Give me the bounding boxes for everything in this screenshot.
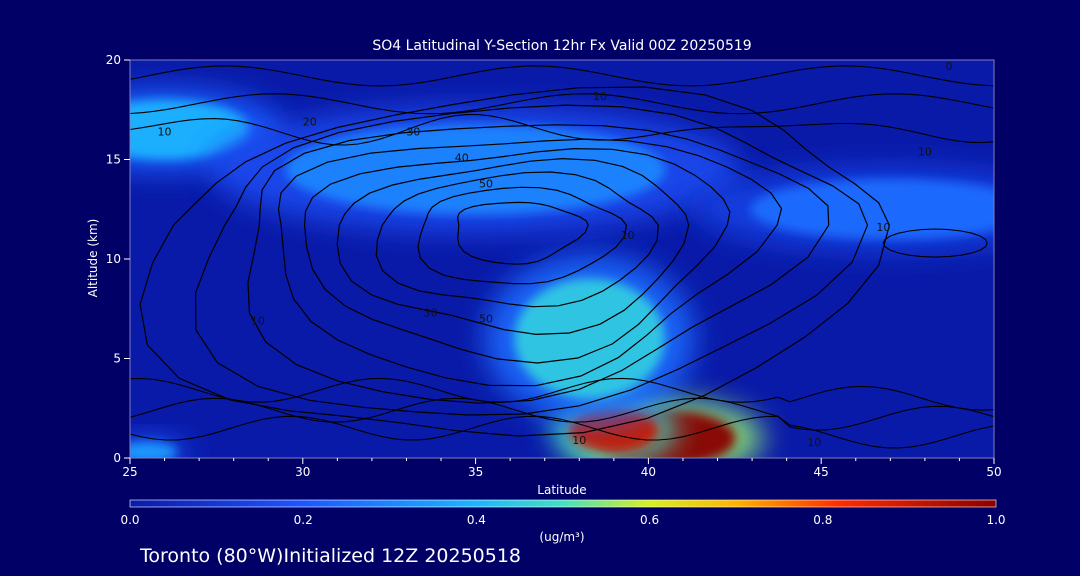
contour-line: [375, 171, 659, 308]
contour-label: 10: [572, 434, 586, 447]
contour-label: 10: [251, 315, 265, 328]
contour-line: [277, 138, 783, 387]
x-tick-label: 35: [468, 465, 483, 479]
contour-line: [130, 397, 994, 431]
x-axis: 25 30 35 40 45 50: [122, 458, 1002, 479]
x-tick-label: 25: [122, 465, 137, 479]
x-tick-label: 50: [986, 465, 1001, 479]
chart-title: SO4 Latitudinal Y-Section 12hr Fx Valid …: [372, 38, 751, 54]
colorbar-tick-label: 0.8: [813, 513, 832, 527]
contour-label: 30: [406, 126, 420, 139]
colorbar-tick-label: 0.6: [640, 513, 659, 527]
y-tick-label: 15: [106, 153, 121, 167]
contour-line: [456, 201, 589, 265]
colorbar: [129, 499, 997, 508]
contour-line: [882, 228, 988, 258]
contour-label: 10: [807, 436, 821, 449]
contour-label: 10: [593, 90, 607, 103]
colorbar-tick-label: 0.2: [294, 513, 313, 527]
contour-label: 0: [946, 60, 953, 73]
y-axis: 0 5 10 15 20: [106, 53, 130, 465]
field-core: [750, 179, 994, 240]
contour-line: [130, 377, 994, 411]
contour-line: [139, 86, 891, 437]
x-axis-label: Latitude: [537, 483, 586, 497]
colorbar-tick-label: 1.0: [986, 513, 1005, 527]
field-core: [130, 442, 178, 458]
y-tick-label: 5: [113, 352, 121, 366]
y-tick-label: 20: [106, 53, 121, 67]
contour-label: 40: [455, 151, 469, 164]
contour-label: 30: [424, 307, 438, 320]
contour-line: [247, 124, 830, 404]
contour-label: 10: [876, 221, 890, 234]
plot-area: 10 20 30 40 50 10 10 10 10 50 30 10 10 10 0: [130, 60, 994, 458]
x-tick-label: 30: [295, 465, 310, 479]
contour-line: [130, 415, 994, 449]
y-tick-label: 10: [106, 252, 121, 266]
contour-line: [130, 114, 994, 146]
field-core: [285, 124, 666, 215]
contour-label: 50: [479, 313, 493, 326]
contour-line: [336, 157, 690, 336]
contour-line: [130, 93, 994, 115]
contour-label: 10: [918, 146, 932, 159]
contour-label: 10: [621, 229, 635, 242]
colorbar-tick-label: 0.4: [467, 513, 486, 527]
contour-labels: 10 20 30 40 50 10 10 10 10 50 30 10 10 10 0: [158, 60, 953, 449]
y-axis-label: Altitude (km): [86, 219, 100, 298]
contour-lines: [130, 65, 994, 449]
contour-line: [303, 147, 731, 364]
field-core: [130, 99, 250, 160]
footer-caption: Toronto (80°W)Initialized 12Z 20250518: [139, 545, 521, 567]
contour-label: 10: [158, 126, 172, 139]
colorbar-tick-label: 0.0: [120, 513, 139, 527]
contour-line: [130, 65, 994, 87]
contour-line: [417, 186, 628, 285]
field-core: [514, 278, 665, 399]
colorbar-unit-label: (ug/m³): [539, 530, 584, 544]
x-tick-label: 40: [641, 465, 656, 479]
contour-label: 20: [303, 116, 317, 129]
contour-label: 50: [479, 177, 493, 190]
y-tick-label: 0: [113, 451, 121, 465]
x-tick-label: 45: [814, 465, 829, 479]
colorbar-ticks: 0.0 0.2 0.4 0.6 0.8 1.0: [120, 513, 1005, 527]
